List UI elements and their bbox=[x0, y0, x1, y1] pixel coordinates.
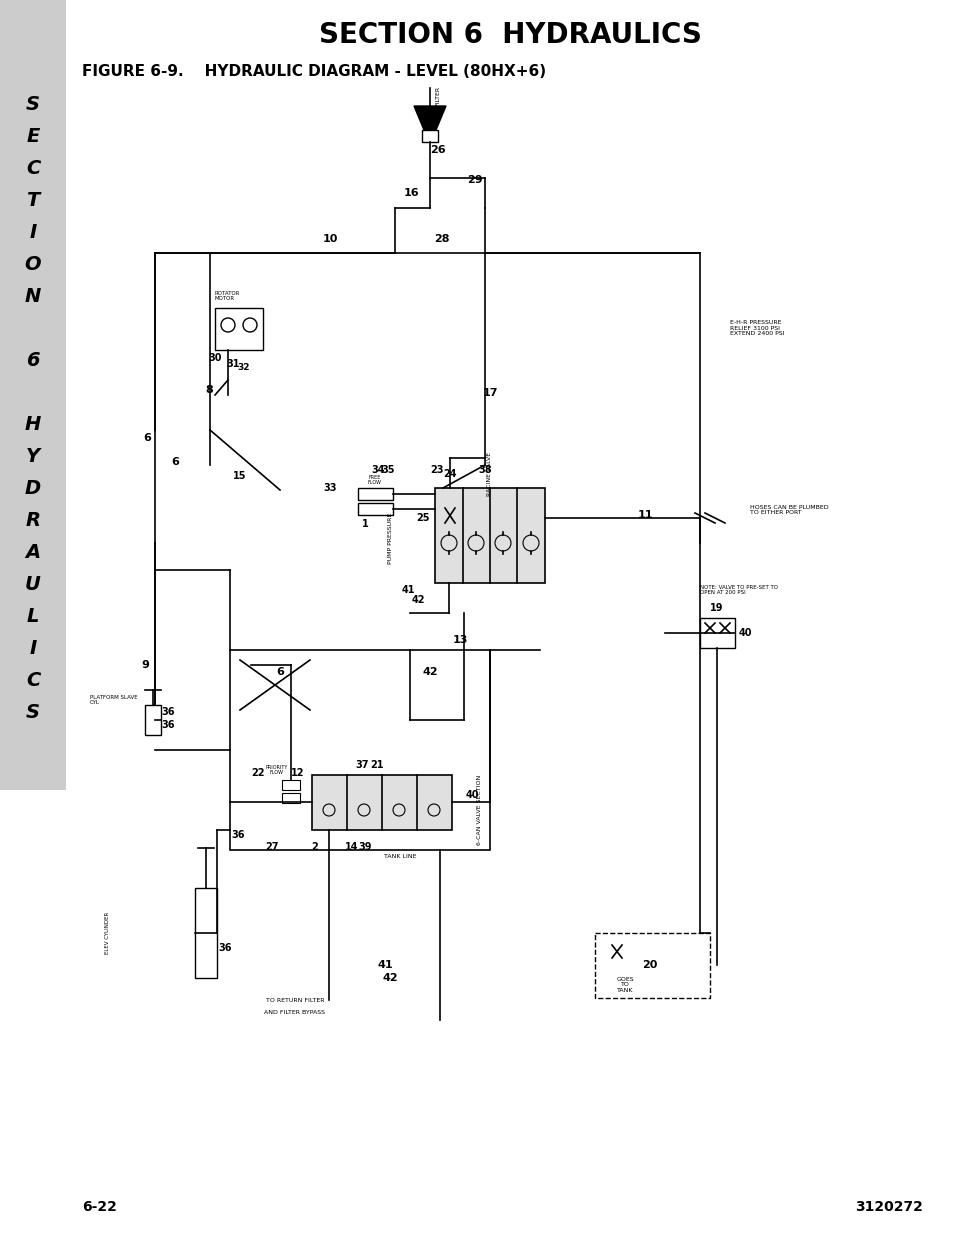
Text: 22: 22 bbox=[251, 768, 265, 778]
Text: FIGURE 6-9.    HYDRAULIC DIAGRAM - LEVEL (80HX+6): FIGURE 6-9. HYDRAULIC DIAGRAM - LEVEL (8… bbox=[82, 64, 545, 79]
Text: H: H bbox=[25, 415, 41, 435]
Text: 17: 17 bbox=[482, 388, 497, 398]
Text: 41: 41 bbox=[376, 960, 393, 969]
Text: 25: 25 bbox=[416, 513, 429, 522]
Text: 36: 36 bbox=[218, 944, 232, 953]
Text: 6: 6 bbox=[171, 457, 179, 467]
Bar bbox=[312, 776, 452, 830]
Text: PRIORITY
FLOW: PRIORITY FLOW bbox=[266, 764, 288, 776]
Text: 14: 14 bbox=[345, 842, 358, 852]
Text: 31: 31 bbox=[226, 359, 239, 369]
Text: S: S bbox=[26, 704, 40, 722]
Text: NOTE: VALVE TO PRE-SET TO
OPEN AT 200 PSI: NOTE: VALVE TO PRE-SET TO OPEN AT 200 PS… bbox=[700, 584, 778, 595]
Bar bbox=[700, 618, 734, 648]
Text: R: R bbox=[26, 511, 40, 531]
Text: 19: 19 bbox=[709, 603, 723, 613]
Text: 28: 28 bbox=[434, 233, 449, 245]
Text: 41: 41 bbox=[401, 585, 415, 595]
Text: ROTATOR
MOTOR: ROTATOR MOTOR bbox=[214, 290, 240, 301]
Text: 2: 2 bbox=[312, 842, 318, 852]
Text: 40: 40 bbox=[738, 629, 751, 638]
Text: 6-CAN VALVE SECTION: 6-CAN VALVE SECTION bbox=[477, 774, 482, 845]
Text: ELEV CYLINDER: ELEV CYLINDER bbox=[105, 911, 110, 955]
Text: AND FILTER BYPASS: AND FILTER BYPASS bbox=[264, 1009, 325, 1014]
Bar bbox=[595, 932, 709, 998]
Text: 21: 21 bbox=[370, 760, 383, 769]
Text: 23: 23 bbox=[430, 466, 443, 475]
Text: 30: 30 bbox=[208, 353, 221, 363]
Text: U: U bbox=[25, 576, 41, 594]
Text: 9: 9 bbox=[141, 659, 149, 671]
Text: 1: 1 bbox=[361, 519, 368, 529]
Text: I: I bbox=[30, 640, 36, 658]
Text: 11: 11 bbox=[637, 510, 652, 520]
Text: 42: 42 bbox=[411, 595, 424, 605]
Text: 13: 13 bbox=[452, 635, 467, 645]
Text: 35: 35 bbox=[381, 466, 395, 475]
Bar bbox=[357, 488, 393, 500]
Bar bbox=[282, 793, 299, 803]
Text: TO RETURN FILTER: TO RETURN FILTER bbox=[266, 998, 324, 1003]
Text: 42: 42 bbox=[382, 973, 397, 983]
Text: FREE
FLOW: FREE FLOW bbox=[368, 474, 381, 485]
Text: 27: 27 bbox=[265, 842, 278, 852]
Bar bbox=[145, 705, 161, 735]
Text: 24: 24 bbox=[443, 469, 456, 479]
Text: A: A bbox=[26, 543, 41, 562]
Text: FILTER: FILTER bbox=[435, 86, 440, 106]
Text: PUMP PRESSURE: PUMP PRESSURE bbox=[388, 513, 393, 563]
Text: N: N bbox=[25, 288, 41, 306]
Bar bbox=[435, 488, 544, 583]
Text: O: O bbox=[25, 256, 41, 274]
Text: 36: 36 bbox=[161, 720, 174, 730]
Text: 6: 6 bbox=[26, 352, 40, 370]
Bar bbox=[230, 650, 490, 850]
Text: 36: 36 bbox=[161, 706, 174, 718]
Text: 34: 34 bbox=[371, 466, 384, 475]
Text: 10: 10 bbox=[322, 233, 337, 245]
Polygon shape bbox=[414, 106, 446, 130]
Text: 29: 29 bbox=[467, 175, 482, 185]
Text: C: C bbox=[26, 159, 40, 179]
Text: HOSES CAN BE PLUMBED
TO EITHER PORT: HOSES CAN BE PLUMBED TO EITHER PORT bbox=[749, 505, 828, 515]
Bar bbox=[282, 781, 299, 790]
Text: RACINE VALVE: RACINE VALVE bbox=[487, 452, 492, 496]
Text: E-H-R PRESSURE
RELIEF 3100 PSI
EXTEND 2400 PSI: E-H-R PRESSURE RELIEF 3100 PSI EXTEND 24… bbox=[729, 320, 783, 336]
Text: TANK LINE: TANK LINE bbox=[383, 855, 416, 860]
Text: D: D bbox=[25, 479, 41, 499]
Bar bbox=[194, 888, 216, 978]
Text: 12: 12 bbox=[291, 768, 304, 778]
Text: 32: 32 bbox=[237, 363, 250, 373]
Text: 6: 6 bbox=[143, 433, 151, 443]
Text: 16: 16 bbox=[404, 188, 419, 198]
Text: 40: 40 bbox=[465, 790, 478, 800]
Text: 20: 20 bbox=[641, 960, 657, 969]
Text: GOES
TO
TANK: GOES TO TANK bbox=[616, 977, 633, 993]
Text: L: L bbox=[27, 608, 39, 626]
Text: 38: 38 bbox=[477, 466, 492, 475]
Bar bbox=[357, 503, 393, 515]
Text: Y: Y bbox=[26, 447, 40, 467]
Text: 6-22: 6-22 bbox=[82, 1200, 117, 1214]
Text: 36: 36 bbox=[231, 830, 245, 840]
Text: 15: 15 bbox=[233, 471, 247, 480]
Text: E: E bbox=[27, 127, 40, 147]
Text: SECTION 6  HYDRAULICS: SECTION 6 HYDRAULICS bbox=[318, 21, 700, 49]
Bar bbox=[214, 308, 263, 350]
Text: 6: 6 bbox=[275, 667, 284, 677]
Bar bbox=[0, 0, 66, 790]
Text: 39: 39 bbox=[358, 842, 372, 852]
Text: 26: 26 bbox=[430, 144, 445, 156]
Text: 8: 8 bbox=[205, 385, 213, 395]
Text: I: I bbox=[30, 224, 36, 242]
Text: PLATFORM SLAVE
CYL: PLATFORM SLAVE CYL bbox=[90, 694, 137, 705]
Text: S: S bbox=[26, 95, 40, 115]
Text: C: C bbox=[26, 672, 40, 690]
Text: T: T bbox=[27, 191, 40, 210]
Text: 42: 42 bbox=[422, 667, 437, 677]
Text: 3120272: 3120272 bbox=[854, 1200, 922, 1214]
Text: 33: 33 bbox=[323, 483, 336, 493]
Text: 37: 37 bbox=[355, 760, 369, 769]
Bar bbox=[421, 130, 437, 142]
